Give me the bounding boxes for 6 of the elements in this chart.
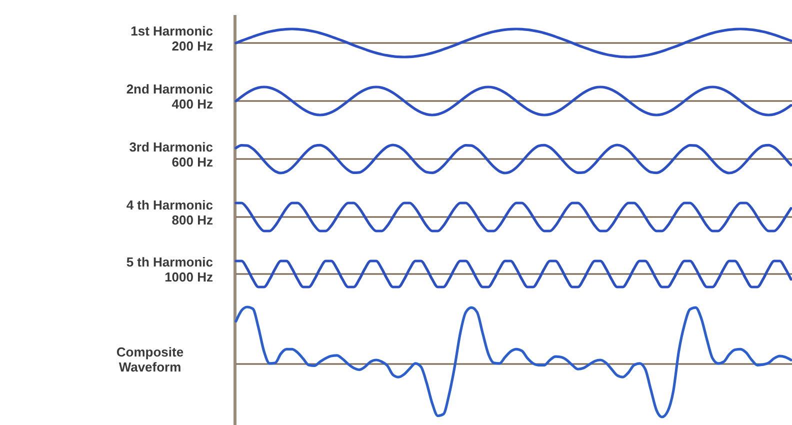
y-axis-title: 2nd Harmonic 400 Hz [126, 82, 214, 112]
y-axis-title: 4 th Harmonic 800 Hz [126, 198, 214, 228]
y-axis-title: 5 th Harmonic 1000 Hz [126, 254, 214, 284]
y-axis-title: 1st Harmonic 200 Hz [130, 24, 214, 54]
y-axis-title: Composite Waveform [116, 344, 184, 374]
y-axis-title: 3rd Harmonic 600 Hz [129, 140, 214, 170]
